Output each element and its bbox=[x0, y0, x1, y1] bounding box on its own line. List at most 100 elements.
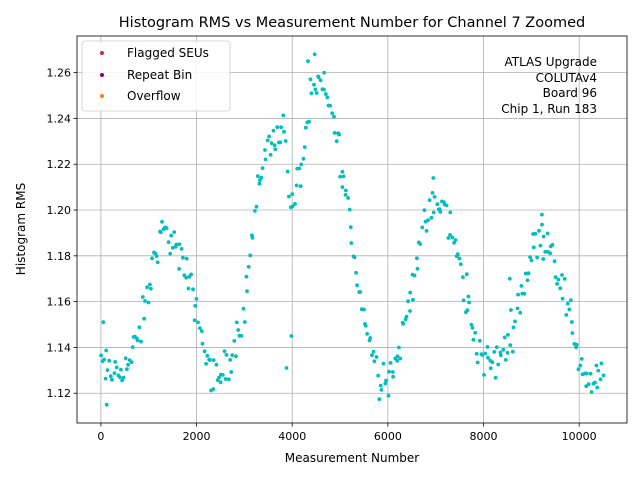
data-point bbox=[370, 353, 374, 357]
data-point bbox=[538, 243, 543, 248]
data-point bbox=[257, 181, 262, 186]
data-point bbox=[480, 353, 485, 357]
data-point bbox=[154, 254, 159, 258]
data-point bbox=[354, 270, 358, 275]
data-point bbox=[121, 375, 126, 380]
data-point bbox=[496, 362, 501, 367]
data-point bbox=[125, 367, 129, 371]
data-point bbox=[143, 299, 147, 303]
data-point bbox=[263, 157, 268, 162]
data-point bbox=[170, 245, 175, 250]
data-point bbox=[113, 360, 118, 364]
y-tick-label: 1.24 bbox=[47, 112, 72, 125]
data-point bbox=[488, 366, 493, 371]
data-point bbox=[343, 193, 348, 197]
data-point bbox=[149, 286, 153, 291]
data-point bbox=[365, 332, 369, 336]
data-point bbox=[184, 256, 189, 261]
data-point bbox=[140, 295, 145, 299]
data-point bbox=[548, 251, 553, 256]
data-point bbox=[458, 262, 463, 266]
data-point bbox=[453, 238, 458, 242]
data-point bbox=[444, 203, 449, 208]
data-point bbox=[104, 348, 109, 353]
data-point bbox=[505, 350, 510, 355]
data-point bbox=[450, 235, 455, 240]
data-point bbox=[325, 95, 330, 100]
x-tick-label: 10000 bbox=[562, 430, 597, 443]
data-point bbox=[105, 368, 110, 372]
data-point bbox=[340, 185, 345, 190]
data-point bbox=[110, 377, 114, 382]
data-point bbox=[158, 230, 163, 235]
data-point bbox=[377, 397, 382, 401]
data-point bbox=[579, 357, 584, 361]
data-point bbox=[473, 330, 478, 335]
data-point bbox=[599, 361, 604, 366]
data-point bbox=[349, 241, 354, 245]
data-point bbox=[467, 300, 471, 305]
data-point bbox=[545, 231, 550, 236]
data-point bbox=[386, 393, 391, 398]
data-point bbox=[332, 131, 337, 135]
data-point bbox=[298, 184, 303, 189]
data-point bbox=[518, 310, 523, 315]
annotation-line-4: Chip 1, Run 183 bbox=[501, 102, 597, 116]
data-point bbox=[432, 195, 437, 199]
data-point bbox=[395, 358, 400, 363]
y-axis-label: Histogram RMS bbox=[14, 183, 28, 275]
data-point bbox=[531, 245, 536, 250]
data-point bbox=[179, 247, 184, 251]
data-point bbox=[498, 350, 503, 355]
y-tick-label: 1.18 bbox=[47, 250, 72, 263]
data-points bbox=[99, 52, 606, 407]
data-point bbox=[515, 306, 520, 311]
data-point bbox=[282, 129, 286, 134]
data-point bbox=[348, 225, 353, 230]
data-point bbox=[169, 233, 174, 238]
data-point bbox=[562, 277, 567, 281]
data-point bbox=[448, 210, 453, 215]
legend-label-repeat-bin: Repeat Bin bbox=[127, 68, 192, 82]
data-point bbox=[556, 277, 561, 282]
data-point bbox=[184, 275, 189, 280]
data-point bbox=[553, 275, 558, 280]
data-point bbox=[560, 273, 564, 277]
data-point bbox=[322, 87, 326, 92]
data-point bbox=[346, 196, 350, 200]
data-point bbox=[469, 322, 474, 327]
annotation-line-2: COLUTAv4 bbox=[536, 71, 597, 85]
data-point bbox=[376, 373, 381, 378]
data-point bbox=[485, 345, 490, 349]
x-tick-label: 0 bbox=[97, 430, 104, 443]
data-point bbox=[316, 75, 321, 80]
data-point bbox=[137, 325, 142, 330]
data-point bbox=[492, 350, 497, 354]
data-point bbox=[155, 260, 160, 265]
data-point bbox=[586, 382, 591, 387]
data-point bbox=[598, 377, 603, 382]
data-point bbox=[537, 228, 541, 233]
data-point bbox=[424, 229, 429, 233]
data-point bbox=[283, 139, 288, 143]
data-point bbox=[455, 252, 460, 257]
data-point bbox=[241, 306, 246, 311]
data-point bbox=[294, 183, 299, 188]
data-point bbox=[508, 343, 513, 347]
data-point bbox=[341, 174, 346, 179]
data-point bbox=[230, 353, 235, 357]
data-point bbox=[446, 236, 451, 240]
data-point bbox=[332, 114, 336, 119]
data-point bbox=[486, 355, 490, 360]
data-point bbox=[302, 145, 307, 150]
data-point bbox=[272, 143, 277, 148]
data-point bbox=[475, 360, 480, 365]
data-point bbox=[253, 209, 257, 213]
data-point bbox=[387, 369, 391, 374]
data-point bbox=[471, 337, 476, 342]
chart-title: Histogram RMS vs Measurement Number for … bbox=[119, 15, 585, 31]
data-point bbox=[465, 308, 470, 313]
data-point bbox=[372, 359, 377, 364]
data-point bbox=[330, 111, 335, 116]
data-point bbox=[448, 233, 452, 237]
